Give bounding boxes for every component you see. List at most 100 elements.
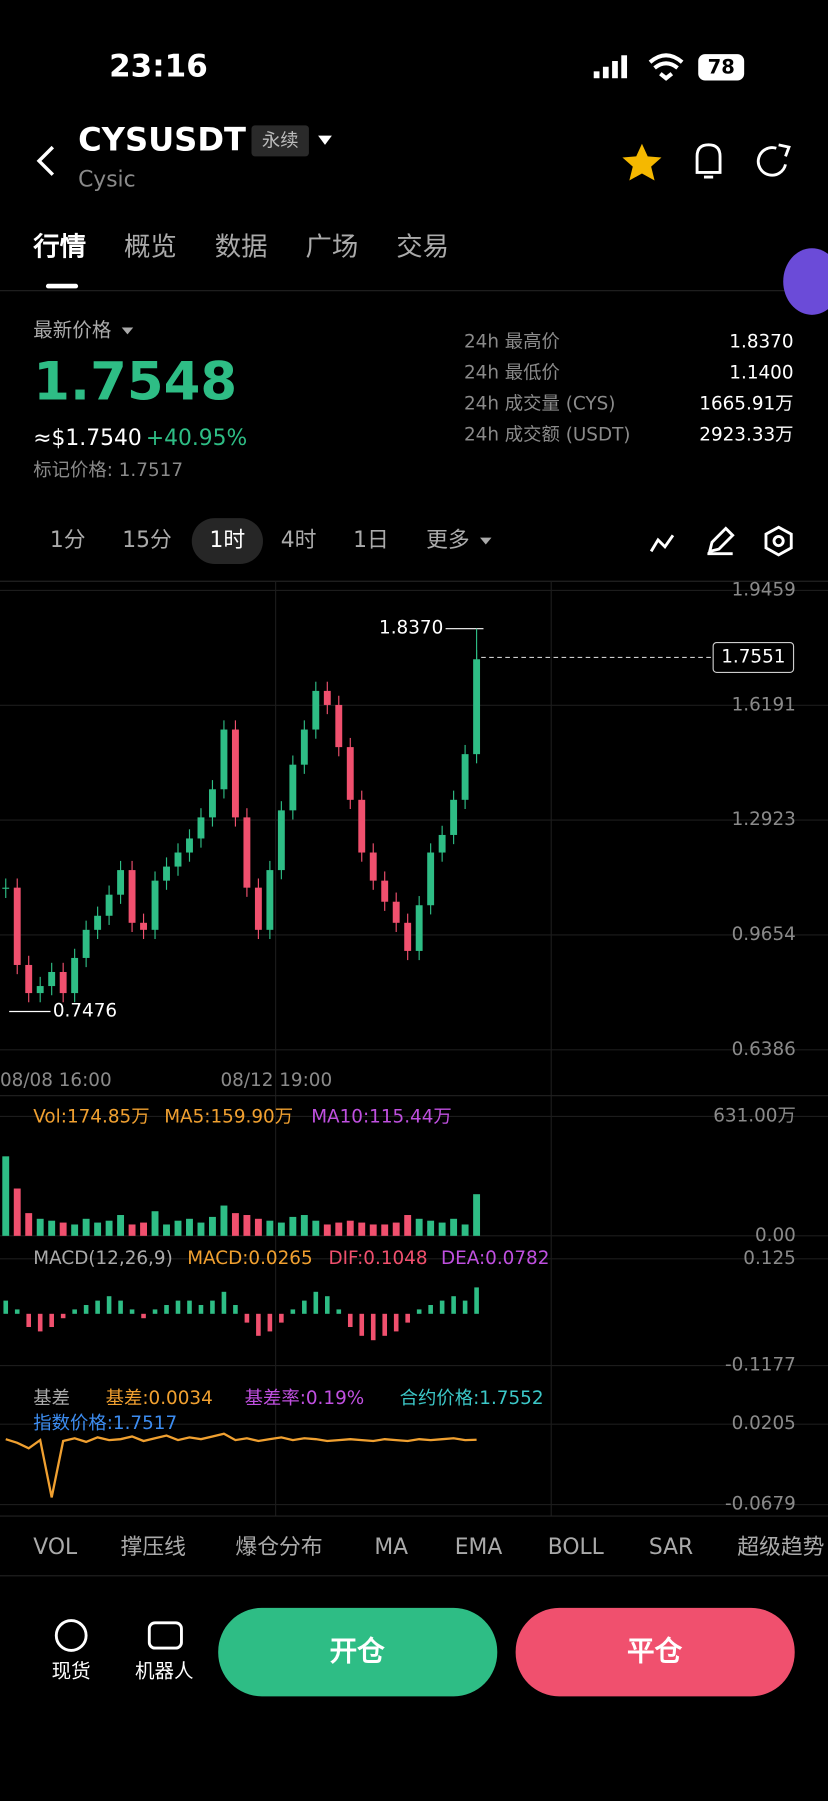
- battery: [698, 54, 745, 81]
- indicator-tab[interactable]: EMA: [455, 1535, 503, 1560]
- volume-bar: [209, 1216, 216, 1236]
- macd-bar: [370, 1313, 376, 1341]
- macd-bar: [141, 1313, 146, 1319]
- candle: [415, 905, 423, 951]
- volume-legend: MA5:159.90万: [164, 1107, 293, 1128]
- volume-legend: MA10:115.44万: [311, 1107, 452, 1128]
- volume-bar: [117, 1215, 125, 1236]
- candle: [105, 894, 113, 916]
- stat-label: 24h 成交量 (CYS): [464, 393, 615, 414]
- price-label: 最新价格: [33, 318, 112, 341]
- back-button[interactable]: [36, 145, 55, 176]
- interval[interactable]: 1时: [210, 528, 246, 553]
- volume-bar: [323, 1224, 331, 1236]
- indicator-tab[interactable]: BOLL: [548, 1535, 605, 1560]
- volume-bar: [94, 1222, 102, 1236]
- share-icon[interactable]: [756, 143, 791, 177]
- symbol-dropdown[interactable]: [318, 135, 332, 145]
- volume-bar: [427, 1220, 435, 1236]
- candle: [289, 764, 297, 811]
- candle: [473, 659, 481, 755]
- macd-bar: [313, 1291, 319, 1314]
- interval[interactable]: 1日: [353, 528, 389, 553]
- y-tick-label: 0.6386: [732, 1039, 796, 1060]
- tab[interactable]: 交易: [396, 232, 449, 263]
- macd-bar: [302, 1300, 307, 1314]
- indicator-tab[interactable]: 撑压线: [121, 1535, 186, 1560]
- candle: [358, 799, 366, 853]
- volume-bar: [358, 1222, 366, 1236]
- bot-icon[interactable]: [147, 1621, 183, 1650]
- draw-icon[interactable]: [707, 526, 735, 556]
- volume-bar: [346, 1220, 354, 1236]
- interval[interactable]: 4时: [281, 528, 317, 553]
- bot-label[interactable]: 机器人: [135, 1660, 194, 1683]
- macd-bar: [336, 1309, 342, 1314]
- price-dropdown[interactable]: [121, 327, 134, 335]
- open-label[interactable]: 开仓: [330, 1636, 386, 1668]
- last-price: 1.7548: [33, 352, 237, 413]
- indicator-tab[interactable]: SAR: [649, 1535, 693, 1560]
- macd-bar: [279, 1313, 284, 1323]
- spot-label[interactable]: 现货: [52, 1660, 91, 1683]
- close-button[interactable]: [515, 1607, 795, 1697]
- macd-bar: [210, 1300, 215, 1314]
- tab[interactable]: 行情: [32, 232, 86, 263]
- indicator-tab[interactable]: VOL: [33, 1535, 78, 1560]
- indicator-tab[interactable]: MA: [374, 1535, 408, 1560]
- volume-bar: [243, 1215, 251, 1236]
- y-tick-label: -0.1177: [725, 1355, 796, 1376]
- candle: [186, 838, 193, 853]
- candle: [231, 729, 239, 818]
- tab[interactable]: 广场: [305, 232, 358, 263]
- macd-bar: [439, 1300, 445, 1314]
- y-tick-label: -0.0679: [725, 1494, 796, 1515]
- macd-bar: [95, 1300, 100, 1314]
- macd-legend: DEA:0.0782: [441, 1248, 549, 1269]
- tab[interactable]: 数据: [215, 232, 268, 263]
- floating-assistant[interactable]: [783, 248, 828, 315]
- more-dropdown: [480, 537, 492, 545]
- tab[interactable]: 概览: [124, 232, 177, 263]
- volume-bar: [438, 1222, 446, 1236]
- interval[interactable]: 15分: [122, 528, 172, 553]
- favorite-star[interactable]: [622, 143, 662, 181]
- volume-bar: [312, 1220, 320, 1236]
- volume-bar: [220, 1205, 228, 1236]
- mark-price: 标记价格: 1.7517: [33, 460, 183, 481]
- macd-bar: [118, 1300, 123, 1314]
- spot-icon[interactable]: [54, 1619, 88, 1652]
- basis-legend: 基差: [33, 1388, 70, 1409]
- candle: [346, 747, 354, 800]
- alert-bell[interactable]: [695, 143, 722, 179]
- candle: [25, 964, 33, 994]
- candle: [140, 922, 147, 930]
- volume-bar: [82, 1218, 90, 1236]
- macd-bar: [324, 1296, 330, 1314]
- indicator-tab[interactable]: 超级趋势: [737, 1535, 824, 1560]
- macd-bar: [428, 1305, 433, 1314]
- volume-bar: [186, 1218, 193, 1236]
- macd-bar: [347, 1313, 353, 1328]
- candle: [2, 887, 10, 889]
- interval[interactable]: 1分: [50, 528, 86, 553]
- candle: [71, 957, 79, 994]
- wifi-icon: [648, 53, 684, 81]
- stat-label: 24h 成交额 (USDT): [464, 424, 631, 445]
- basis-legend: 合约价格:1.7552: [400, 1388, 544, 1409]
- candle: [438, 834, 446, 853]
- basis-line: [5, 1432, 477, 1498]
- settings-icon[interactable]: [764, 525, 793, 557]
- candle: [117, 870, 125, 895]
- open-button[interactable]: [218, 1607, 498, 1697]
- indicator-tab[interactable]: 爆仓分布: [235, 1535, 322, 1560]
- y-tick-label: 0.9654: [732, 924, 796, 945]
- interval[interactable]: 更多: [426, 528, 470, 553]
- candle: [450, 799, 458, 835]
- close-label[interactable]: 平仓: [627, 1636, 683, 1668]
- current-price-label: 1.7551: [721, 646, 785, 667]
- y-tick-label: 0.125: [743, 1248, 796, 1269]
- contract-type: 永续: [262, 130, 299, 151]
- candle: [335, 704, 343, 748]
